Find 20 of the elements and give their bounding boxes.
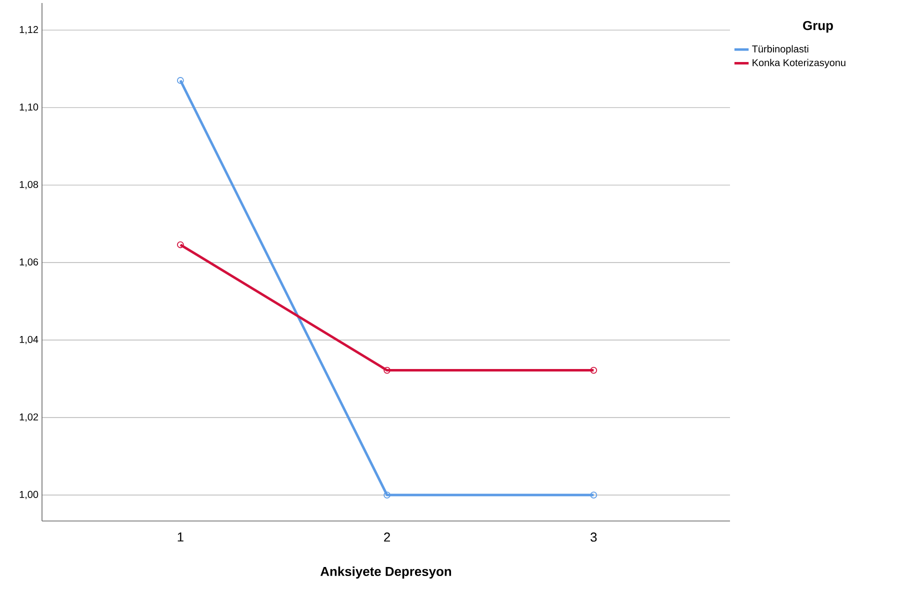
legend-label: Türbinoplasti [752,45,808,54]
y-tick-label: 1,08 [20,180,38,190]
legend-label: Konka Koterizasyonu [752,58,846,68]
point [590,492,598,498]
point [176,241,184,248]
x-tick-label: 1 [178,532,184,542]
point [384,492,390,498]
y-tick-label: 1,00 [20,490,38,500]
point [384,366,390,374]
y-tick-label: 1,02 [20,413,38,422]
point [590,366,598,374]
y-tick-label: 1,12 [20,26,38,34]
x-tick-label: 3 [590,532,597,542]
legend-title: Grup [803,20,833,33]
x-tick-label: 2 [384,532,390,542]
y-tick-label: 1,04 [20,336,38,344]
point [176,77,184,84]
x-axis-title: Anksiyete Depresyon [320,566,452,579]
y-tick-label: 1,10 [20,103,38,112]
y-tick-label: 1,06 [20,258,38,267]
